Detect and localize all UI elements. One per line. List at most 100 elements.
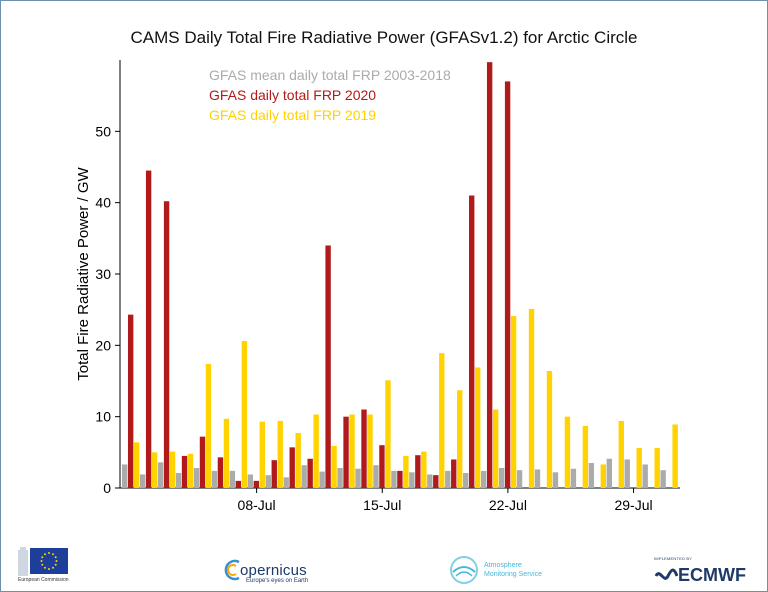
x-tick-label: 08-Jul	[238, 497, 276, 513]
bar-2020	[397, 470, 403, 488]
bar-2019	[277, 420, 283, 488]
bar-2020	[163, 201, 170, 489]
bar-mean	[175, 473, 182, 488]
bar-mean	[552, 472, 559, 488]
bar-2019	[618, 420, 624, 488]
bar-2020	[469, 195, 475, 488]
bar-mean	[642, 464, 648, 488]
bar-2020	[235, 480, 242, 488]
bar-2019	[385, 380, 391, 488]
bar-mean	[498, 468, 505, 488]
bar-2020	[271, 460, 277, 488]
eu-caption: European Commission	[18, 577, 69, 583]
bar-mean	[283, 477, 289, 488]
bar-2020	[253, 480, 259, 488]
bar-2019	[528, 308, 535, 488]
bar-2020	[415, 455, 421, 488]
legend-entry: GFAS daily total FRP 2020	[209, 87, 376, 103]
copernicus-logo: opernicus Europe's eyes on Earth	[224, 556, 334, 586]
bar-2019	[600, 464, 607, 488]
bar-2019	[582, 425, 589, 488]
legend-entry: GFAS daily total FRP 2019	[209, 107, 376, 123]
y-tick-label: 40	[95, 195, 111, 211]
bar-2020	[217, 457, 224, 488]
bar-2019	[331, 445, 337, 488]
bar-2019	[510, 316, 517, 488]
bar-2020	[181, 455, 188, 488]
bar-2020	[486, 62, 493, 488]
bar-mean	[445, 470, 451, 488]
bar-2019	[241, 341, 248, 488]
atmosphere-monitoring-logo: Atmosphere Monitoring Service	[448, 554, 578, 586]
y-tick-label: 20	[95, 337, 111, 353]
copernicus-wordmark: opernicus	[240, 562, 307, 579]
bar-2020	[343, 416, 349, 488]
bar-2019	[421, 451, 427, 488]
ecmwf-implemented-by: IMPLEMENTED BY	[654, 556, 693, 561]
bar-2020	[307, 458, 313, 488]
bar-mean	[373, 465, 379, 488]
atmos-line1: Atmosphere	[484, 562, 522, 569]
bar-2019	[367, 414, 373, 488]
bar-mean	[193, 468, 200, 488]
bar-2019	[295, 433, 301, 488]
atmos-line2: Monitoring Service	[484, 571, 542, 578]
bar-2019	[564, 416, 571, 488]
bar-2020	[199, 436, 206, 488]
bar-2020	[127, 314, 134, 488]
bar-mean	[570, 468, 577, 488]
bar-2019	[492, 409, 499, 488]
bar-mean	[355, 468, 361, 488]
ecmwf-logo: IMPLEMENTED BY ECMWF	[652, 556, 752, 586]
bar-mean	[660, 470, 666, 488]
bar-mean	[409, 472, 415, 488]
bar-mean	[157, 462, 164, 488]
bar-2019	[672, 424, 678, 488]
bar-2020	[325, 245, 331, 488]
bar-2019	[259, 421, 265, 488]
bar-mean	[139, 474, 146, 488]
x-tick-label: 15-Jul	[363, 497, 401, 513]
bar-2019	[439, 353, 445, 488]
bar-2020	[361, 409, 367, 488]
bar-mean	[391, 470, 397, 488]
bar-2020	[289, 447, 295, 488]
bar-mean	[480, 470, 487, 488]
bar-mean	[265, 475, 271, 488]
bar-2019	[546, 371, 553, 488]
bar-mean	[588, 463, 595, 488]
european-commission-logo	[18, 546, 70, 586]
bar-2019	[205, 363, 212, 488]
y-tick-label: 10	[95, 409, 111, 425]
y-tick-label: 50	[95, 123, 111, 139]
ecmwf-wordmark: ECMWF	[678, 565, 746, 585]
bar-2019	[636, 448, 642, 488]
bar-2019	[133, 442, 140, 488]
bar-2019	[349, 414, 355, 488]
x-tick-label: 22-Jul	[489, 497, 527, 513]
bar-2019	[474, 367, 481, 488]
bar-mean	[301, 465, 307, 488]
y-tick-label: 0	[103, 480, 111, 496]
bar-2020	[433, 475, 439, 488]
bar-2019	[457, 390, 463, 488]
bar-mean	[516, 470, 523, 488]
x-tick-label: 29-Jul	[614, 497, 652, 513]
bar-mean	[463, 473, 469, 488]
bar-2019	[403, 455, 409, 488]
chart-title: CAMS Daily Total Fire Radiative Power (G…	[130, 28, 638, 47]
bar-2019	[169, 451, 176, 488]
copernicus-tagline: Europe's eyes on Earth	[246, 578, 309, 584]
bar-2020	[145, 170, 152, 488]
bar-mean	[211, 470, 218, 488]
bar-2019	[151, 452, 158, 488]
y-axis-label: Total Fire Radiative Power / GW	[75, 166, 92, 380]
bar-mean	[229, 470, 236, 488]
bar-mean	[534, 469, 541, 488]
bar-mean	[247, 474, 254, 488]
bar-mean	[122, 464, 128, 488]
bar-2020	[504, 81, 511, 489]
y-tick-label: 30	[95, 266, 111, 282]
